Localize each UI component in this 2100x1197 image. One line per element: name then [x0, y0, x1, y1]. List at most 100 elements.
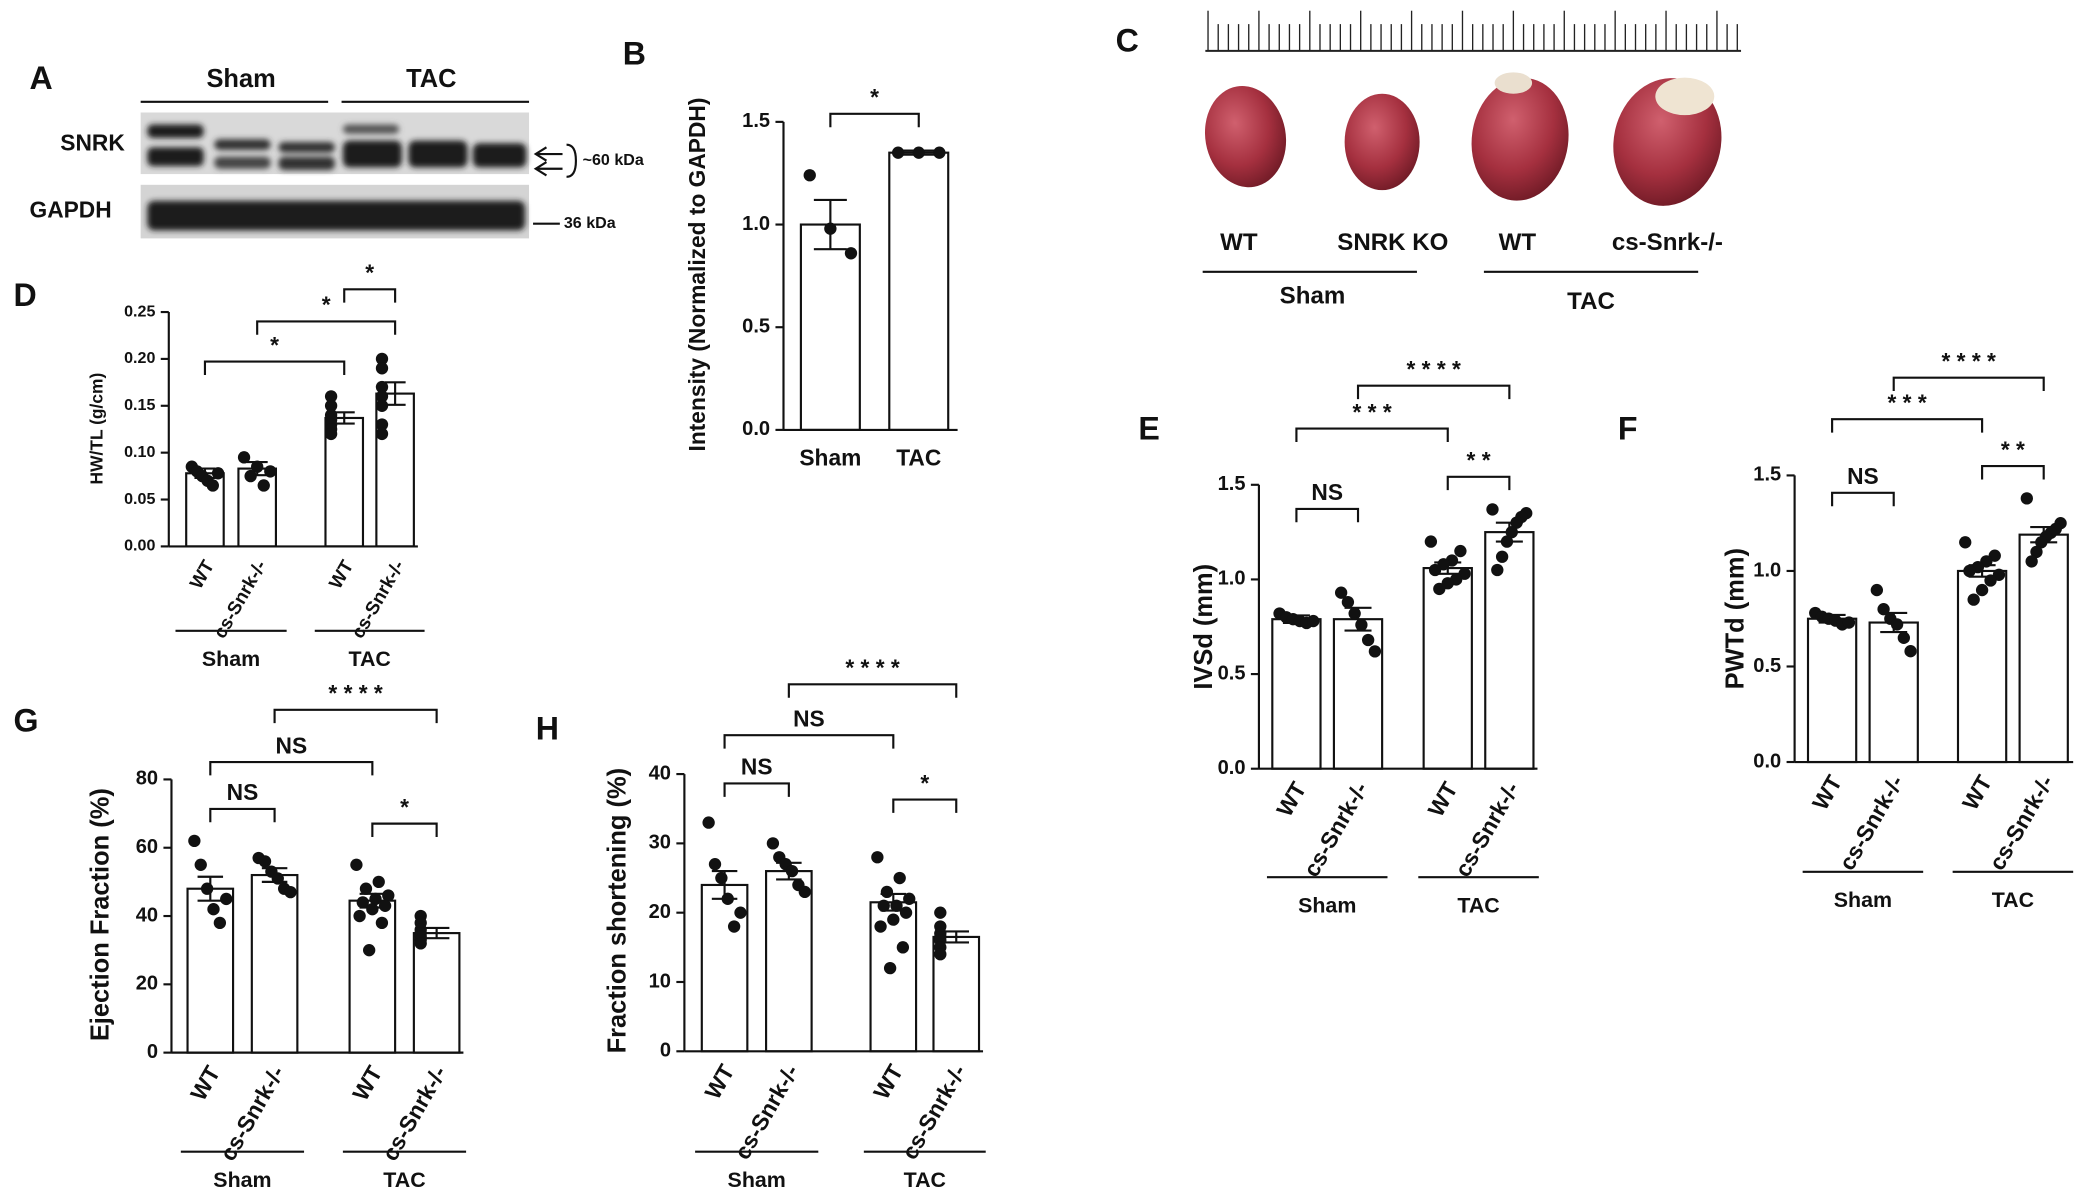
group-label: TAC	[1457, 893, 1499, 917]
group-label: Sham	[202, 647, 260, 671]
data-point	[353, 909, 366, 923]
panel-label: B	[623, 36, 646, 72]
data-point	[1368, 645, 1382, 658]
significance-label: *	[365, 260, 374, 286]
data-point	[893, 871, 906, 885]
data-point	[284, 885, 297, 899]
panel-label: H	[536, 711, 559, 747]
data-point	[356, 896, 369, 909]
data-point	[188, 834, 201, 848]
data-point	[734, 906, 747, 919]
data-point	[414, 937, 427, 950]
x-tick-label: WT	[347, 1061, 387, 1105]
data-point	[2025, 555, 2038, 568]
x-tick-label: Sham	[799, 444, 861, 470]
photo-label: cs-Snrk-/-	[1612, 229, 1723, 256]
significance-bracket	[829, 112, 920, 128]
significance-bracket	[209, 807, 276, 823]
data-point	[375, 427, 389, 441]
data-point	[1959, 536, 1972, 549]
group-label: TAC	[383, 1168, 425, 1192]
data-point	[877, 899, 890, 912]
significance-label: * *	[1467, 447, 1491, 473]
data-point	[1890, 618, 1904, 631]
photo-label: SNRK KO	[1337, 229, 1448, 256]
bar	[2018, 533, 2069, 764]
bar	[237, 467, 277, 548]
bar	[348, 899, 397, 1054]
data-point	[1975, 583, 1989, 597]
y-tick-label: 0.00	[124, 537, 155, 555]
significance-label: * * * *	[1406, 356, 1461, 382]
y-tick-label: 10	[649, 970, 671, 992]
significance-bracket	[256, 320, 397, 335]
data-point	[366, 903, 379, 916]
y-tick-label: 0	[660, 1040, 671, 1062]
x-tick-label: cs-Snrk-/-	[896, 1060, 971, 1164]
x-tick-label: cs-Snrk-/-	[209, 556, 270, 641]
y-tick-label: 40	[136, 904, 158, 926]
y-tick-label: 20	[649, 901, 671, 923]
data-point	[1491, 563, 1504, 577]
significance-bracket	[371, 822, 438, 838]
y-tick-label: 0.0	[1218, 757, 1246, 779]
significance-bracket	[203, 360, 346, 375]
data-point	[324, 427, 338, 441]
bar	[765, 870, 813, 1053]
bar	[1806, 617, 1858, 764]
data-point	[874, 920, 887, 933]
data-point	[271, 872, 284, 885]
significance-label: * * *	[1352, 399, 1391, 425]
data-point	[375, 399, 389, 412]
photo-label: WT	[1220, 229, 1258, 256]
data-point	[363, 944, 376, 957]
significance-bracket	[1981, 464, 2045, 480]
group-label: TAC	[406, 65, 456, 93]
data-point	[887, 913, 900, 926]
significance-bracket	[1295, 507, 1360, 523]
data-point	[251, 460, 264, 473]
bar	[250, 873, 299, 1054]
y-tick-label: 0.20	[124, 349, 155, 367]
y-tick-label: 0.0	[742, 418, 770, 440]
significance-label: NS	[276, 732, 308, 758]
data-point	[1870, 583, 1883, 597]
group-label: Sham	[206, 65, 275, 93]
y-tick-label: 0.10	[124, 443, 155, 461]
bar	[412, 932, 461, 1054]
data-point	[715, 871, 728, 885]
y-axis-label: Fraction shortening (%)	[603, 768, 631, 1053]
significance-label: * *	[2001, 436, 2025, 462]
y-tick-label: 40	[649, 762, 671, 784]
y-tick-label: 0.05	[124, 490, 155, 508]
data-point	[1495, 550, 1509, 563]
x-tick-label: WT	[185, 556, 218, 592]
data-point	[375, 380, 389, 394]
y-tick-label: 0.0	[1753, 750, 1781, 772]
data-point	[244, 469, 257, 483]
significance-bracket	[273, 708, 438, 724]
significance-bracket	[723, 734, 895, 749]
data-point	[1963, 564, 1976, 578]
y-tick-label: 0.15	[124, 396, 155, 414]
data-point	[766, 837, 780, 850]
data-point	[1510, 516, 1523, 529]
data-point	[912, 146, 925, 159]
y-tick-label: 1.5	[742, 110, 770, 132]
group-label: Sham	[1280, 283, 1346, 310]
significance-bracket	[1831, 418, 1984, 433]
data-point	[206, 479, 219, 492]
x-tick-label: TAC	[896, 444, 941, 470]
data-point	[824, 222, 837, 235]
x-tick-label: cs-Snrk-/-	[347, 556, 408, 641]
data-point	[1355, 618, 1368, 632]
data-point	[891, 146, 905, 159]
significance-bracket	[1356, 384, 1511, 400]
y-tick-label: 0.5	[1218, 662, 1246, 684]
group-label: TAC	[1567, 288, 1615, 315]
data-point	[194, 858, 207, 871]
significance-label: * * *	[1888, 389, 1927, 415]
x-tick-label: WT	[1957, 771, 1997, 815]
group-label: TAC	[348, 647, 390, 671]
